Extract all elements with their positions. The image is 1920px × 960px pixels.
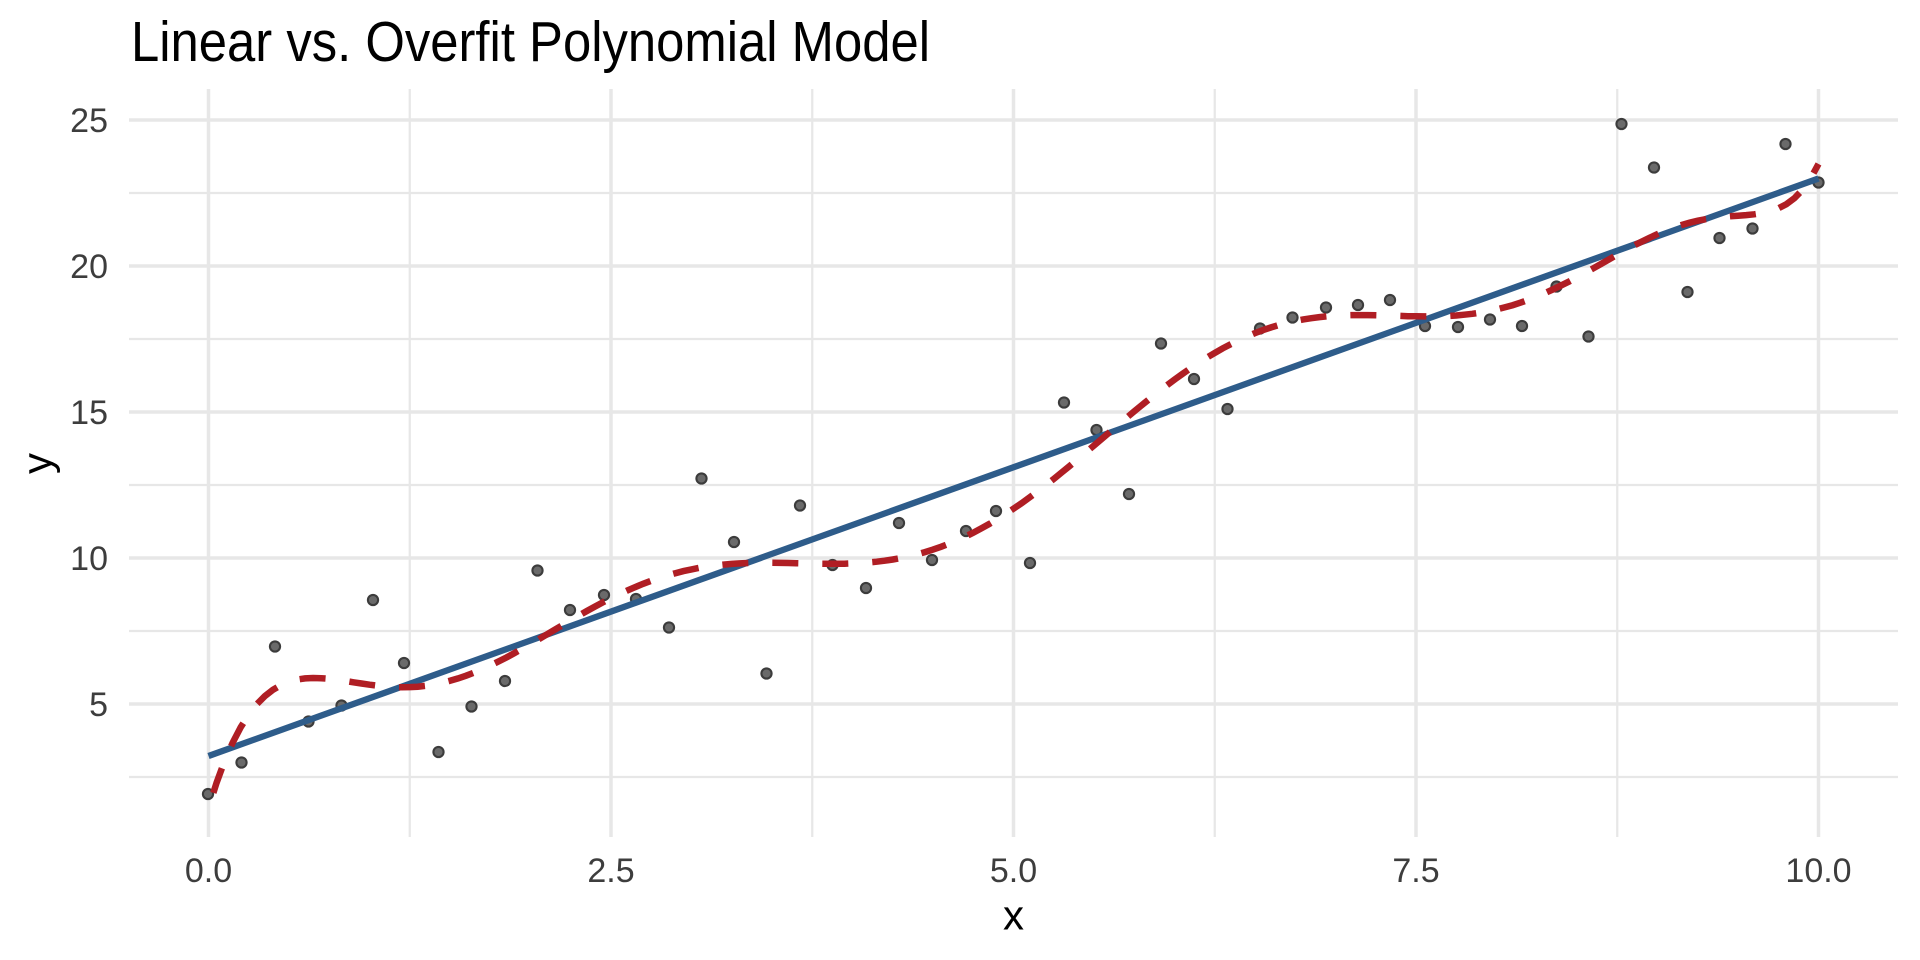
- svg-text:0.0: 0.0: [185, 852, 232, 890]
- svg-text:2.5: 2.5: [587, 852, 634, 890]
- svg-text:20: 20: [70, 248, 108, 286]
- svg-text:15: 15: [70, 394, 108, 432]
- svg-text:10: 10: [70, 540, 108, 578]
- svg-text:y: y: [14, 453, 61, 474]
- svg-text:5.0: 5.0: [990, 852, 1037, 890]
- svg-text:x: x: [1003, 892, 1024, 939]
- svg-text:7.5: 7.5: [1392, 852, 1439, 890]
- svg-text:10.0: 10.0: [1785, 852, 1851, 890]
- svg-text:5: 5: [89, 686, 108, 724]
- svg-text:25: 25: [70, 102, 108, 140]
- svg-text:Linear vs. Overfit Polynomial: Linear vs. Overfit Polynomial Model: [131, 10, 930, 73]
